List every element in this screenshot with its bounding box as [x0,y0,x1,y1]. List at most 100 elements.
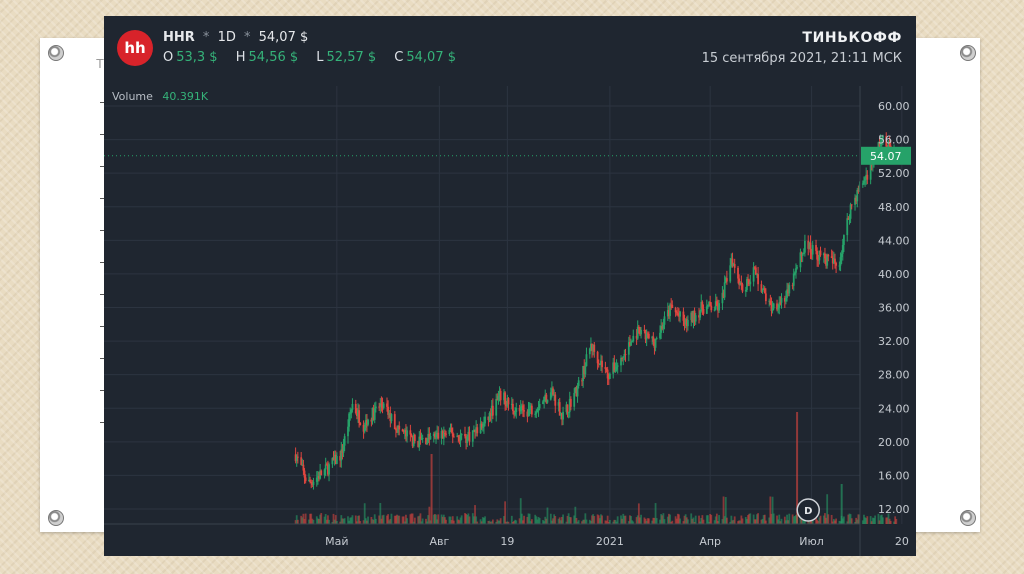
candle-body [432,433,435,436]
volume-bar [717,521,719,524]
volume-bar [473,516,475,524]
volume-bar [577,520,580,524]
candle-body [324,464,327,470]
candle-body [301,464,304,466]
candle-body [744,289,747,292]
volume-bar [354,515,357,524]
candle-body [543,396,546,402]
volume-bar [410,513,413,524]
candle-body [885,136,888,147]
price-chart[interactable]: 60.00 56.00 52.00 48.00 44.00 40.00 36.00 32.00… [104,16,916,556]
candle-body [772,303,775,309]
candle-body [639,327,641,335]
volume-bar [616,516,619,524]
volume-bar [417,516,420,524]
volume-bar [608,519,611,524]
volume-bar [316,518,319,524]
volume-bar [744,516,747,524]
candle-body [746,279,748,290]
dividend-marker[interactable]: D [796,498,820,522]
candle-body [756,274,758,276]
candle-body [518,407,521,412]
ohlc-key: C [394,50,404,65]
volume-bar [490,521,493,524]
candle-body [629,342,631,346]
volume-bar [442,514,445,524]
candle-body [331,458,334,465]
candle-body [613,362,616,372]
candle-body [522,405,524,411]
candle-body [544,394,547,397]
candle-body [840,253,843,258]
candle-body [527,408,530,417]
candle-body [403,430,406,433]
volume-bar [722,496,725,524]
candle-body [504,392,507,405]
volume-bar [301,517,304,524]
candle-body [753,267,756,269]
volume-bar [822,515,825,524]
volume-bar [421,518,424,524]
candle-body [644,329,647,340]
volume-bar [795,514,797,524]
volume-bar [350,517,353,524]
volume-bar [861,520,864,524]
volume-bar [676,513,679,524]
volume-bar [615,521,618,524]
candle-body [606,369,609,379]
volume-label: Volume [112,90,153,103]
candle-body [830,256,833,258]
volume-bar [320,513,323,524]
candle-body [669,304,671,317]
candle-body [707,304,709,307]
candle-body [505,404,508,407]
candle-body [865,174,868,179]
volume-bar [878,520,881,524]
volume-bar [398,515,401,524]
volume-bar [328,519,330,524]
volume-bar [596,514,599,524]
ticker-symbol[interactable]: HHR [163,30,195,45]
volume-bar [381,515,384,524]
candle-body [296,456,299,458]
candle-body [861,183,864,185]
volume-bar [764,520,767,524]
volume-bar [679,518,681,524]
volume-bar [780,518,783,524]
candle-body [585,354,588,367]
volume-bar [325,519,328,524]
candle-body [373,408,376,420]
volume-bar [771,496,774,524]
candle-body [450,427,453,433]
volume-bar [614,519,617,524]
candle-body [607,378,610,380]
candle-body [435,434,437,438]
volume-bar [701,515,704,524]
candle-body [489,413,492,416]
volume-bar [725,517,728,524]
interval-selector[interactable]: 1D [217,30,236,45]
dividend-marker-circle[interactable] [796,498,820,522]
candle-body [694,315,697,322]
volume-bar [402,516,405,524]
volume-bar [460,515,463,524]
candle-body [623,354,626,357]
candle-body [818,250,821,261]
volume-bar [654,503,657,524]
candle-body [708,301,710,305]
volume-bar [347,516,349,524]
volume-bar [622,513,625,524]
candle-body [520,405,523,407]
candle-body [652,336,655,342]
candle-body [791,285,794,287]
candle-body [588,348,591,355]
volume-bar [886,517,889,524]
volume-bar [683,515,686,524]
x-tick-label: Апр [699,535,721,548]
volume-bar [396,514,398,524]
volume-bar [601,515,603,524]
volume-bar [873,518,875,524]
candle-body [685,319,688,327]
volume-bar [674,516,677,524]
candle-body [458,436,461,442]
